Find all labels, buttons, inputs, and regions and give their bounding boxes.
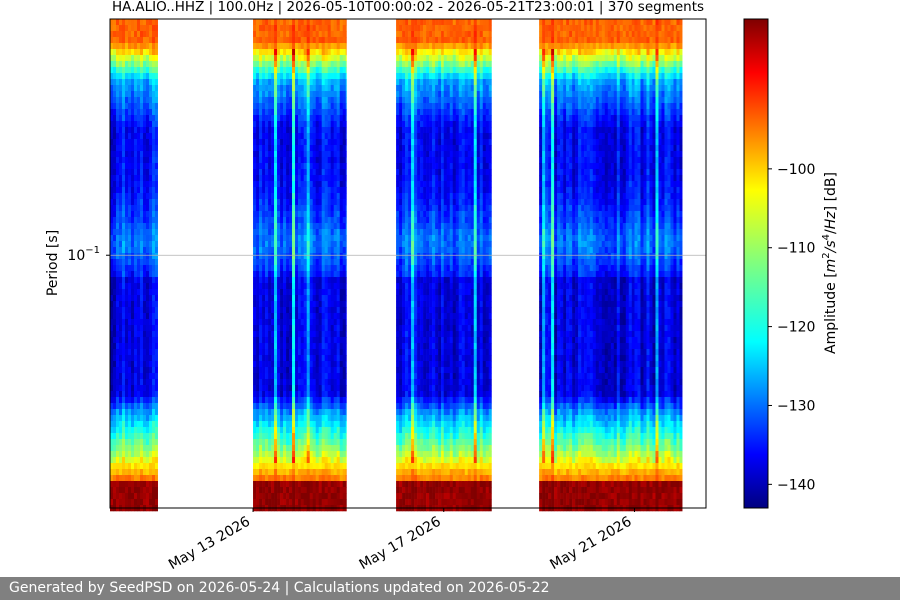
- grid: [110, 254, 706, 256]
- data-segment: [443, 19, 492, 512]
- y-axis: 10−1100101102: [67, 245, 110, 264]
- colorbar-label: Amplitude [m2/s4/Hz] [dB]: [821, 172, 839, 354]
- psd-chart: HA.ALIO..HHZ | 100.0Hz | 2026-05-10T00:0…: [45, 0, 839, 573]
- chart-title: HA.ALIO..HHZ | 100.0Hz | 2026-05-10T00:0…: [112, 0, 704, 15]
- x-axis: May 13 2026 May 17 2026 May 21 2026: [166, 508, 635, 573]
- x-tick-label: May 13 2026: [166, 514, 253, 574]
- y-tick-label: 10−1: [67, 245, 100, 264]
- data-segment: [539, 19, 588, 512]
- colorbar-tick-label: −130: [777, 398, 815, 414]
- colorbar: [743, 18, 769, 509]
- y-axis-label: Period [s]: [45, 230, 61, 296]
- data-segment: [634, 19, 683, 512]
- plot-frame: [109, 18, 707, 509]
- colorbar-tick-label: −110: [777, 241, 815, 257]
- data-segment: [110, 19, 158, 512]
- colorbar-axis: −100 −110 −120 −130 −140: [768, 162, 815, 493]
- data-segment: [396, 19, 445, 512]
- data-segment: [300, 19, 347, 512]
- colorbar-tick-label: −100: [777, 162, 815, 178]
- colorbar-tick-label: −140: [777, 477, 815, 493]
- colorbar-tick-label: −120: [777, 320, 815, 336]
- data-segment: [586, 19, 635, 512]
- data-segment: [253, 19, 302, 512]
- footer-bar: Generated by SeedPSD on 2026-05-24 | Cal…: [0, 577, 900, 600]
- x-tick-label: May 17 2026: [357, 514, 444, 574]
- heatmap: [110, 19, 683, 512]
- footer-text: Generated by SeedPSD on 2026-05-24 | Cal…: [9, 580, 550, 596]
- x-tick-label: May 21 2026: [547, 514, 634, 574]
